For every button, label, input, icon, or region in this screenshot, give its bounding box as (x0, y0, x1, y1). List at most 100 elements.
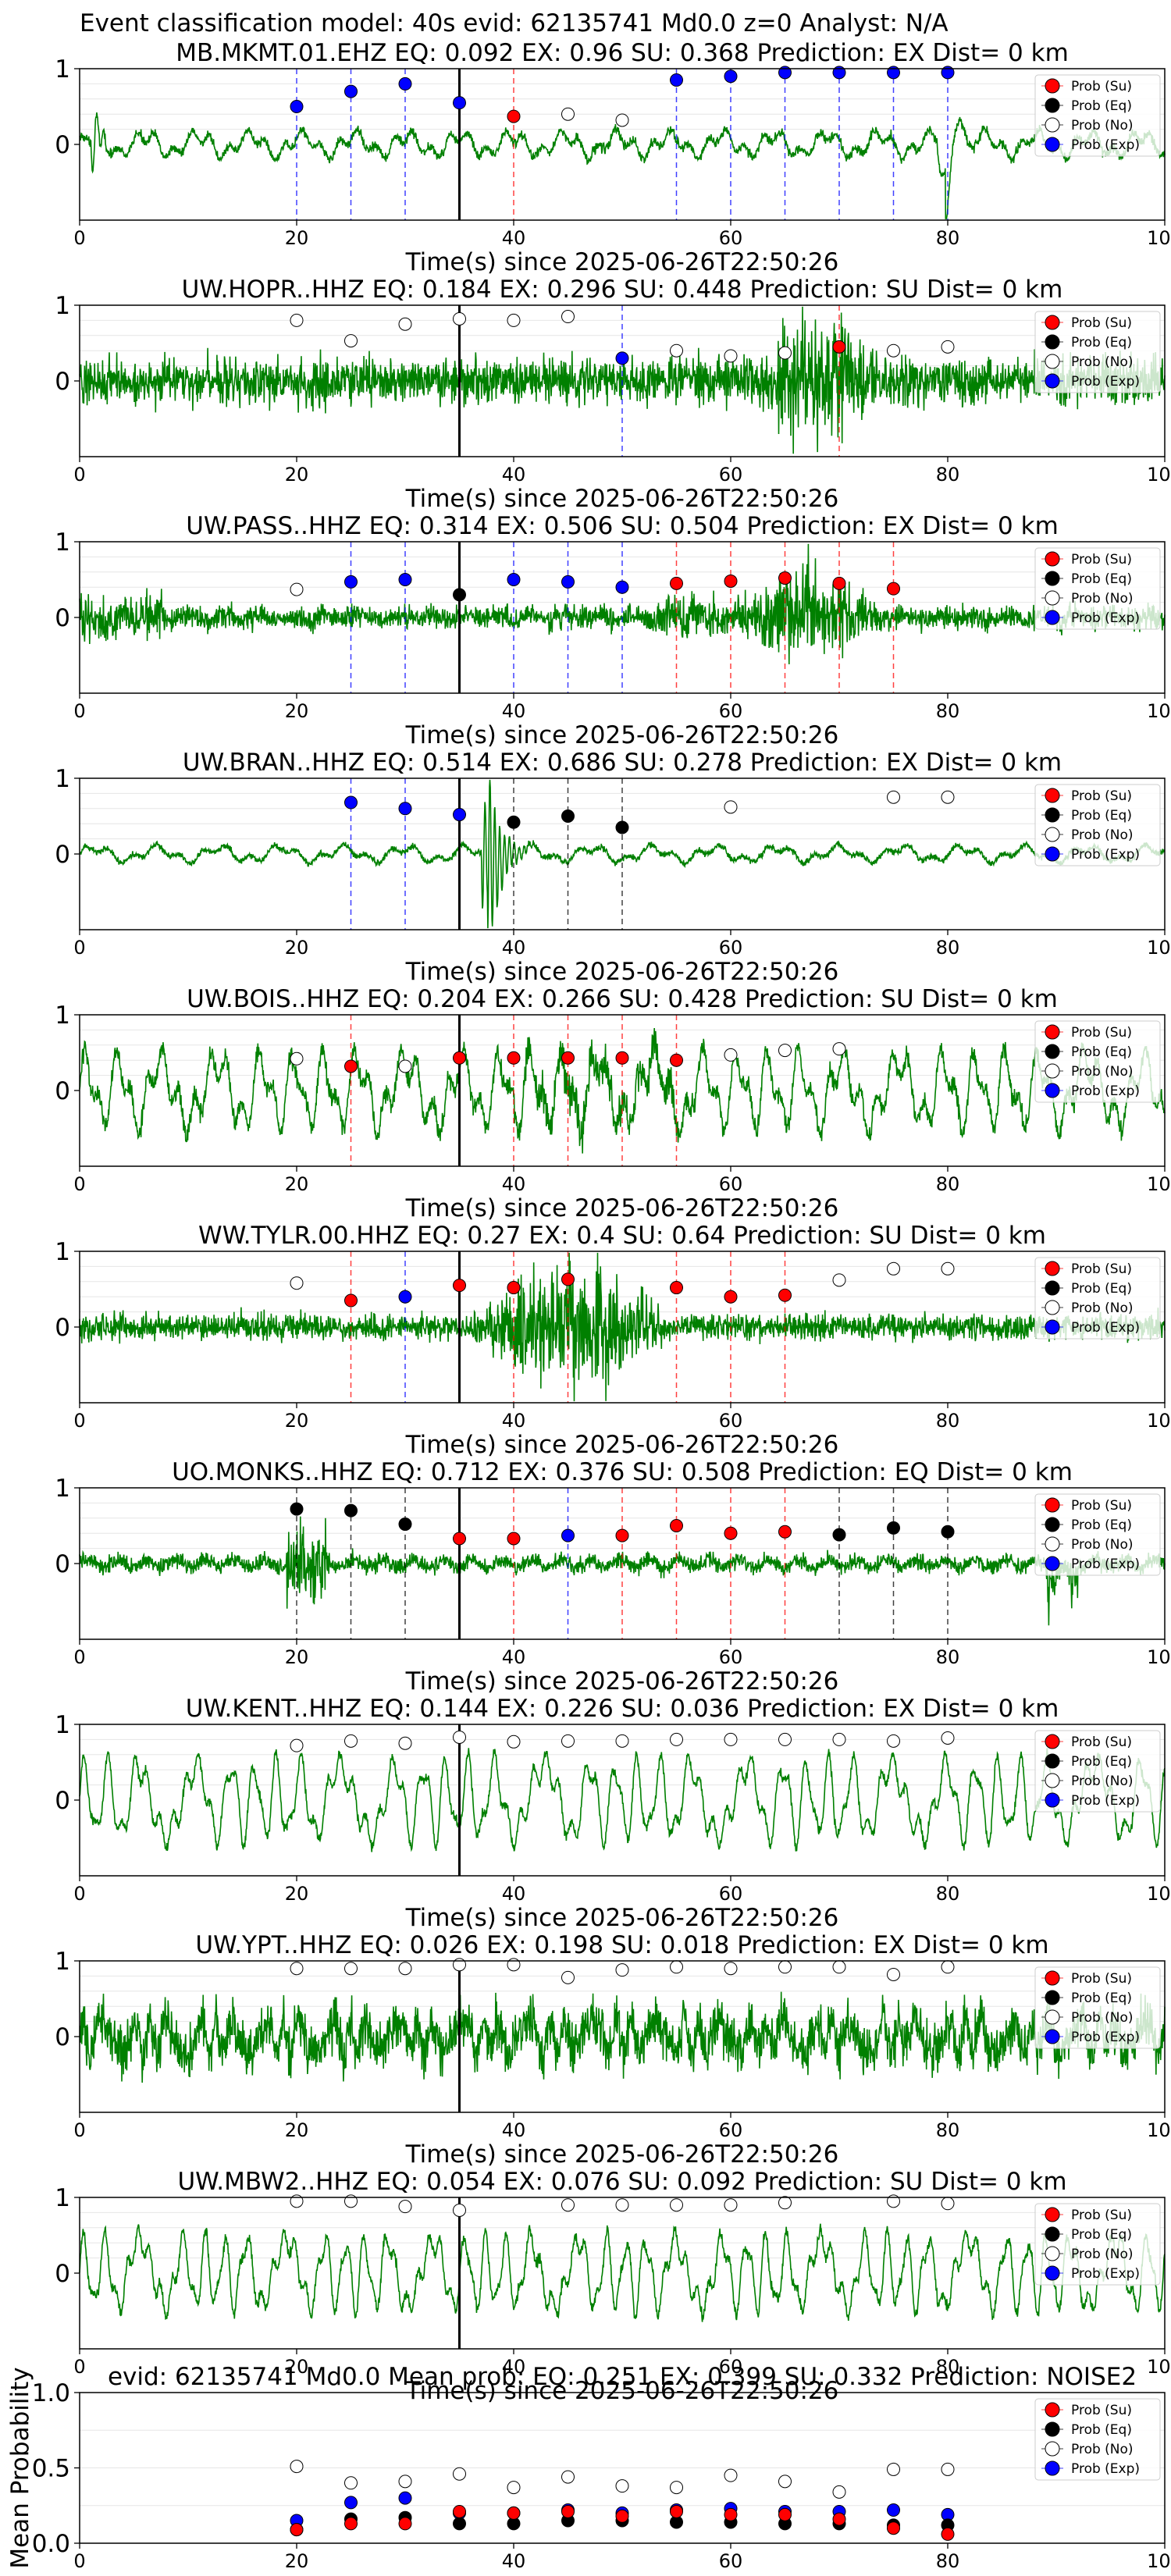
prob-point (290, 1276, 304, 1290)
prob-point (941, 1960, 955, 1974)
mean-prob-point (398, 2517, 412, 2531)
figure-title: Event classification model: 40s evid: 62… (80, 9, 949, 37)
legend-label: Prob (Exp) (1071, 137, 1140, 153)
prob-point (398, 573, 412, 586)
prob-point (398, 1059, 412, 1073)
prob-point (615, 580, 629, 594)
mean-prob-point (887, 2521, 900, 2535)
legend-label: Prob (Eq) (1071, 1991, 1132, 2006)
prob-point (941, 790, 955, 804)
prob-point (724, 1962, 738, 1976)
prob-point (887, 2194, 900, 2208)
mean-prob-point (453, 2517, 466, 2531)
panel-1: MB.MKMT.01.EHZ EQ: 0.092 EX: 0.96 SU: 0.… (55, 39, 1171, 276)
prob-point (670, 1281, 683, 1295)
prob-point (941, 340, 955, 354)
x-tick-label: 100 (1147, 2119, 1171, 2141)
mean-prob-point (344, 2496, 358, 2510)
legend-marker (1045, 1536, 1060, 1552)
panel-title: UW.PASS..HHZ EQ: 0.314 EX: 0.506 SU: 0.5… (186, 512, 1059, 540)
legend-marker (1045, 315, 1060, 330)
prob-point (887, 343, 900, 358)
x-axis-label: Time(s) since 2025-06-26T22:50:26 (405, 721, 839, 749)
y-tick-label: 0 (55, 604, 70, 632)
panel-9: UW.YPT..HHZ EQ: 0.026 EX: 0.198 SU: 0.01… (55, 1931, 1171, 2169)
panel-11: evid: 62135741 Md0.0 Mean prob: EQ: 0.25… (6, 2363, 1171, 2572)
mean-prob-point (832, 2512, 846, 2526)
legend-marker (1045, 1280, 1060, 1296)
mean-prob-point (561, 2504, 575, 2518)
x-tick-label: 100 (1147, 1173, 1171, 1195)
panel-title: evid: 62135741 Md0.0 Mean prob: EQ: 0.25… (108, 2363, 1137, 2391)
prob-point (453, 588, 466, 602)
prob-point (398, 76, 412, 91)
axes-frame (79, 2197, 1166, 2350)
y-tick-label: 0 (55, 368, 70, 396)
prob-point (453, 2203, 466, 2217)
prob-point (941, 1731, 955, 1745)
legend-label: Prob (Eq) (1071, 1517, 1132, 1533)
x-axis-label: Time(s) since 2025-06-26T22:50:26 (405, 958, 839, 986)
legend-label: Prob (Exp) (1071, 1793, 1140, 1809)
x-tick-label: 60 (719, 1646, 743, 1668)
prob-point (615, 351, 629, 365)
panels-group: MB.MKMT.01.EHZ EQ: 0.092 EX: 0.96 SU: 0.… (6, 39, 1171, 2572)
x-tick-label: 20 (285, 2356, 309, 2378)
prob-point (832, 1042, 846, 1056)
y-tick-label: 0 (55, 131, 70, 159)
prob-point (561, 1734, 575, 1748)
prob-point (290, 2194, 304, 2208)
legend-label: Prob (No) (1071, 1300, 1134, 1316)
legend-marker (1045, 2265, 1060, 2281)
x-tick-label: 80 (936, 2356, 960, 2378)
panel-8: UW.KENT..HHZ EQ: 0.144 EX: 0.226 SU: 0.0… (55, 1695, 1171, 1932)
prob-point (507, 1532, 521, 1546)
legend-marker (1045, 1734, 1060, 1749)
prob-point (941, 2197, 955, 2211)
legend-marker (1045, 1556, 1060, 1571)
prob-point (561, 1272, 575, 1286)
prob-point (724, 349, 738, 363)
mean-prob-point (615, 2509, 629, 2523)
waveform-trace (79, 112, 1166, 219)
x-axis-label: Time(s) since 2025-06-26T22:50:26 (405, 485, 839, 513)
mean-prob-point (724, 2468, 738, 2482)
legend-marker (1045, 373, 1060, 389)
y-tick-label: 0 (55, 1787, 70, 1815)
prob-point (453, 1279, 466, 1293)
y-axis-label: Mean Probability (6, 2367, 34, 2568)
legend-marker (1045, 2421, 1060, 2437)
x-tick-label: 100 (1147, 1883, 1171, 1905)
prob-point (615, 2198, 629, 2212)
prob-point (724, 574, 738, 588)
prob-point (670, 1732, 683, 1746)
x-tick-label: 60 (719, 937, 743, 959)
prob-point (507, 815, 521, 829)
legend-label: Prob (Su) (1071, 1261, 1132, 1277)
prob-point (724, 69, 738, 84)
prob-point (453, 1730, 466, 1744)
legend-marker (1045, 1024, 1060, 1040)
y-tick-label: 0 (55, 2260, 70, 2288)
prob-point (290, 582, 304, 596)
prob-point (398, 2200, 412, 2214)
prob-point (344, 575, 358, 589)
y-tick-label: 1 (55, 1711, 70, 1739)
x-tick-label: 0 (73, 937, 85, 959)
prob-point (453, 1051, 466, 1065)
prob-point (832, 1273, 846, 1287)
prob-point (670, 73, 683, 87)
prob-point (507, 1281, 521, 1295)
prob-point (561, 1528, 575, 1542)
prob-point (670, 1519, 683, 1532)
legend-label: Prob (No) (1071, 2442, 1134, 2457)
panel-6: WW.TYLR.00.HHZ EQ: 0.27 EX: 0.4 SU: 0.64… (55, 1222, 1171, 1459)
prob-point (887, 1521, 900, 1535)
panel-5: UW.BOIS..HHZ EQ: 0.204 EX: 0.266 SU: 0.4… (55, 985, 1171, 1222)
prob-point (507, 1958, 521, 1972)
legend-marker (1045, 2226, 1060, 2242)
prob-point (941, 1261, 955, 1276)
waveform-trace (79, 2223, 1166, 2322)
prob-point (832, 576, 846, 590)
x-tick-label: 60 (719, 1883, 743, 1905)
